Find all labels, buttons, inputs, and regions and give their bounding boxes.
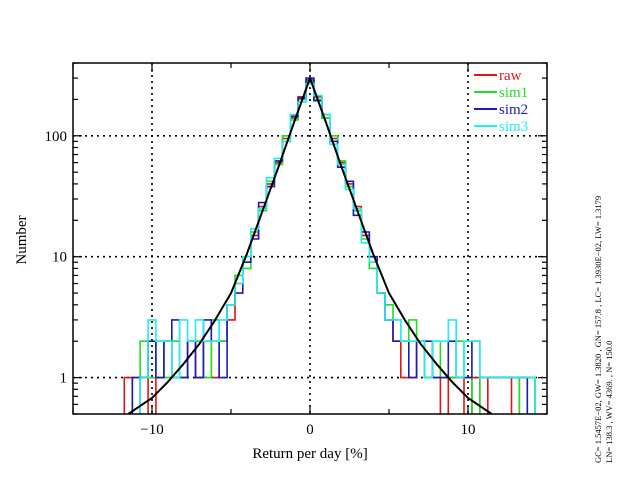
axis-ticks — [72, 62, 548, 415]
y-tick-label: 10 — [52, 250, 67, 266]
tick-labels: −10 0 10 1 10 100 — [45, 129, 476, 438]
fit-curve — [127, 77, 493, 414]
fit-parameters-line-2: LN= 138.3 , WV= 4369. , N= 150.0 — [604, 341, 614, 463]
x-axis-title: Return per day [%] — [252, 446, 367, 462]
legend-label-raw: raw — [499, 68, 522, 84]
legend-label-sim1: sim1 — [499, 85, 528, 101]
legend-label-sim3: sim3 — [499, 119, 528, 135]
legend-label-sim2: sim2 — [499, 102, 528, 118]
y-tick-label: 1 — [60, 371, 68, 387]
x-tick-label: 10 — [461, 422, 476, 438]
fit-curve-group — [127, 77, 493, 414]
x-tick-label: −10 — [140, 422, 163, 438]
y-tick-label: 100 — [45, 129, 68, 145]
histogram-series — [123, 77, 536, 414]
y-axis-title: Number — [14, 215, 30, 264]
x-tick-label: 0 — [306, 422, 314, 438]
series-sim3 — [139, 82, 536, 414]
fit-parameters-line-1: GC= 1.5457E−02, GW= 1.3820 , GN= 157.8 ,… — [593, 196, 603, 463]
